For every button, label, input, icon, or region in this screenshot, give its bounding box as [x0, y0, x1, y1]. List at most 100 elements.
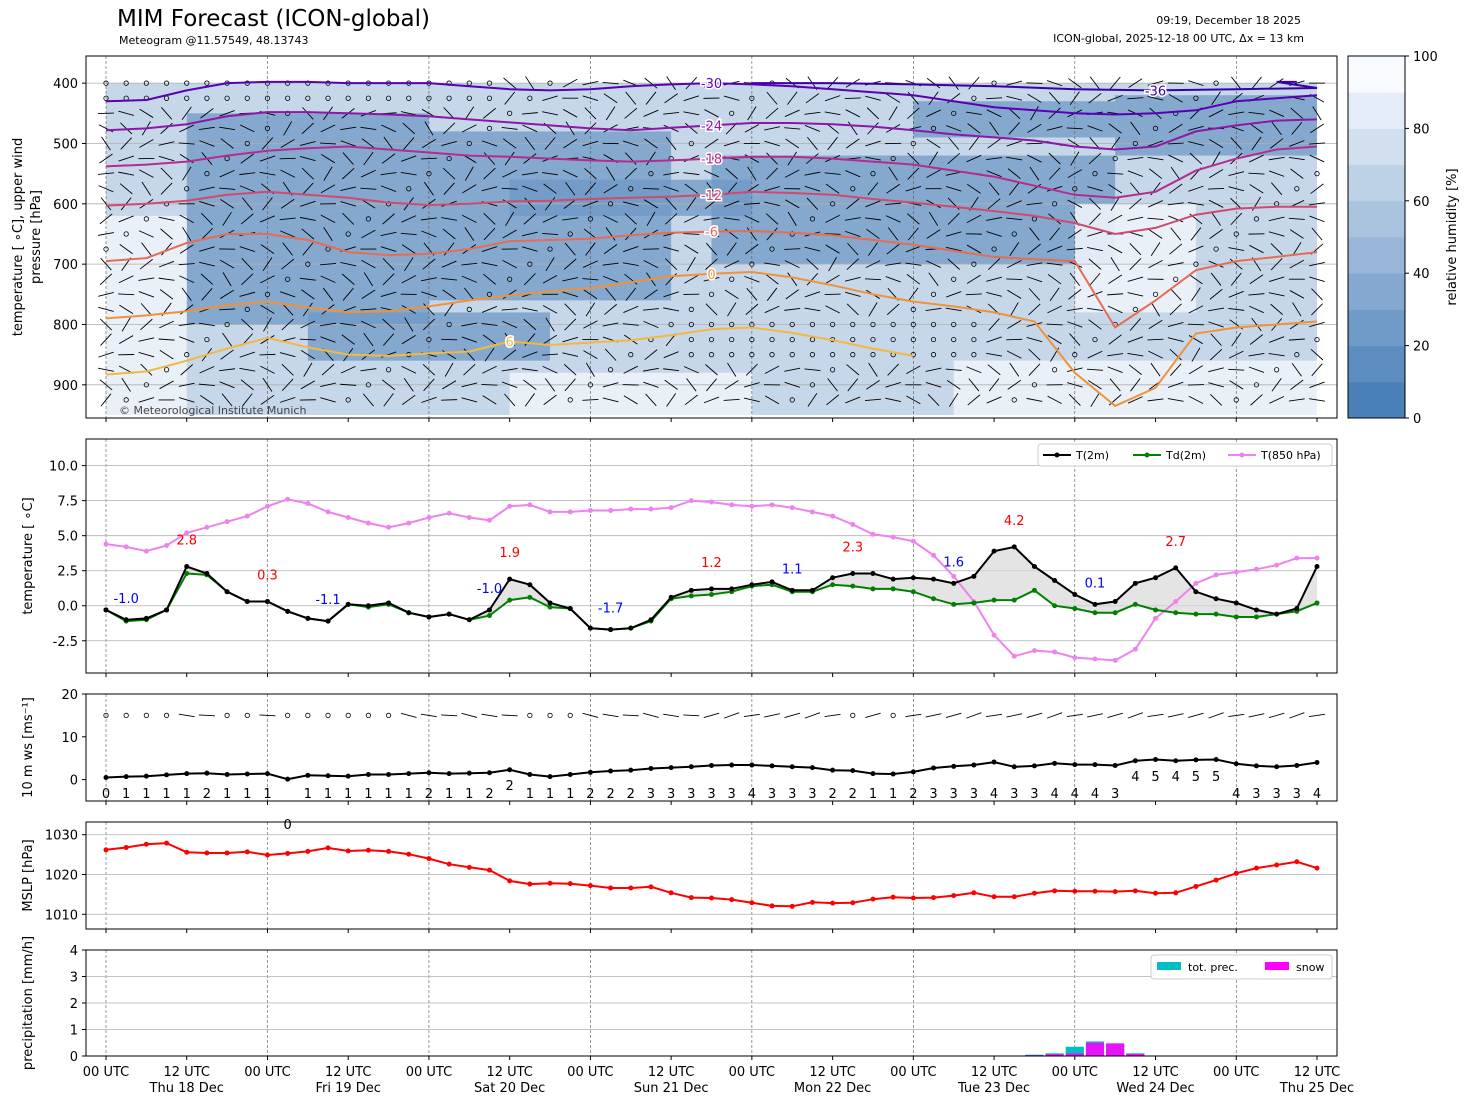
wind-barb-glyph	[684, 274, 699, 284]
wind-barb-glyph	[1007, 289, 1022, 299]
td2m-legend-label: Td(2m)	[1165, 449, 1206, 462]
wind-barb-glyph	[1089, 197, 1101, 210]
wind-calm-glyph	[991, 246, 997, 252]
wind-calm-glyph	[184, 352, 190, 358]
wind-barb-glyph	[1210, 272, 1222, 286]
wind-barb-glyph	[623, 395, 638, 405]
wind-barb-glyph	[1026, 397, 1043, 402]
wind-speed-point	[769, 763, 775, 769]
wind-barb-glyph	[1229, 258, 1243, 270]
wind-barb-glyph	[420, 157, 437, 160]
wind-barb-glyph	[987, 138, 1001, 149]
wind-speed-point	[244, 771, 250, 777]
wind-barb-glyph	[602, 275, 619, 283]
wind-barb-glyph	[1026, 322, 1043, 327]
t850-point	[386, 524, 392, 530]
wind-barb-glyph	[1130, 378, 1141, 392]
min-temp-label: -1.7	[598, 602, 623, 617]
wind-speed-point	[446, 771, 452, 777]
t2m-point	[527, 582, 533, 588]
wind-barb-glyph	[160, 182, 173, 195]
wind-barb-glyph	[622, 201, 639, 207]
wind-calm-glyph	[829, 367, 836, 373]
wind-speed-value-label: 5	[1151, 770, 1159, 785]
wind-speed-point	[709, 762, 714, 768]
wind-speed-point	[567, 771, 573, 777]
wind-barb-glyph	[158, 216, 175, 222]
wind-speed-value-label: 3	[1252, 787, 1260, 802]
t2m-point	[123, 617, 129, 623]
wind-barb-glyph	[1049, 287, 1060, 302]
snow-bar	[1045, 1054, 1064, 1056]
wind-barb-glyph	[1026, 82, 1043, 84]
y-tick-label: 2.5	[57, 565, 78, 580]
panel-2-ylabel: temperature [ ∘C]	[21, 497, 36, 614]
wind-barb-glyph	[1127, 157, 1144, 161]
wind-barb-glyph	[260, 275, 275, 284]
t850-point	[285, 496, 291, 502]
wind-barb-glyph	[787, 151, 797, 166]
wind-barb-glyph	[847, 242, 859, 256]
run-time: 09:19, December 18 2025	[1156, 14, 1301, 27]
wind-barb-glyph	[1187, 323, 1204, 326]
panel-4-background	[86, 822, 1337, 929]
wind-speed-value-label: 1	[889, 787, 897, 802]
wind-barb-glyph	[441, 140, 457, 146]
wind-calm-glyph	[1173, 276, 1179, 282]
mslp-point	[991, 894, 997, 900]
td2m-point	[931, 596, 937, 602]
wind-barb-glyph	[585, 362, 595, 377]
wind-barb-glyph	[623, 365, 639, 374]
wind-barb-glyph	[543, 334, 557, 345]
wind-barb-glyph	[1148, 229, 1163, 239]
surface-wind-barb	[400, 712, 417, 718]
day-label: Thu 25 Dec	[1279, 1081, 1354, 1096]
wind-speed-point	[1112, 762, 1118, 768]
wind-speed-point	[688, 764, 694, 770]
wind-barb-glyph	[563, 258, 577, 270]
y-tick-label: 10.0	[49, 460, 78, 475]
wind-barb-glyph	[946, 291, 962, 298]
wind-speed-point	[910, 769, 916, 775]
day-label: Fri 19 Dec	[315, 1081, 380, 1096]
wind-calm-glyph	[486, 95, 493, 101]
surface-wind-barb	[1127, 712, 1144, 719]
day-label: Sun 21 Dec	[634, 1081, 709, 1096]
wind-barb-glyph	[363, 332, 374, 347]
wind-barb-glyph	[1191, 347, 1201, 362]
wind-barb-glyph	[582, 95, 599, 102]
wind-barb-glyph	[158, 155, 175, 162]
wind-calm-glyph	[1011, 397, 1017, 403]
wind-barb-glyph	[121, 377, 131, 392]
wind-barb-glyph	[464, 227, 475, 241]
wind-speed-value-label: 3	[929, 787, 937, 802]
time-tick-label: 00 UTC	[406, 1065, 452, 1080]
wind-barb-glyph	[141, 242, 152, 256]
wind-barb-glyph	[948, 137, 960, 150]
surface-wind-barb	[966, 712, 982, 719]
wind-barb-glyph	[1086, 307, 1103, 311]
wind-barb-glyph	[481, 262, 498, 267]
wind-barb-glyph	[259, 215, 276, 223]
wind-barb-glyph	[1248, 352, 1265, 357]
wind-calm-glyph	[143, 216, 149, 222]
mslp-point	[688, 895, 694, 901]
wind-calm-glyph	[345, 95, 351, 101]
wind-barb-glyph	[806, 258, 819, 270]
td2m-point	[1314, 600, 1320, 606]
isotherm--18	[105, 145, 1318, 199]
wind-barb-glyph	[504, 332, 515, 347]
wind-barb-glyph	[481, 383, 498, 386]
wind-barb-glyph	[562, 352, 579, 357]
t2m-legend-marker	[1054, 452, 1060, 458]
wind-speed-point	[1253, 763, 1259, 769]
wind-barb-glyph	[239, 367, 256, 372]
wind-calm-glyph	[809, 352, 816, 358]
wind-barb-glyph	[300, 320, 316, 329]
wind-barb-glyph	[1027, 243, 1041, 255]
panel-5-ylabel: precipitation [mm/h]	[21, 936, 36, 1070]
wind-calm-glyph	[163, 80, 170, 86]
mslp-point	[224, 850, 230, 856]
t850-point	[184, 530, 190, 536]
wind-barb-glyph	[1006, 156, 1023, 161]
